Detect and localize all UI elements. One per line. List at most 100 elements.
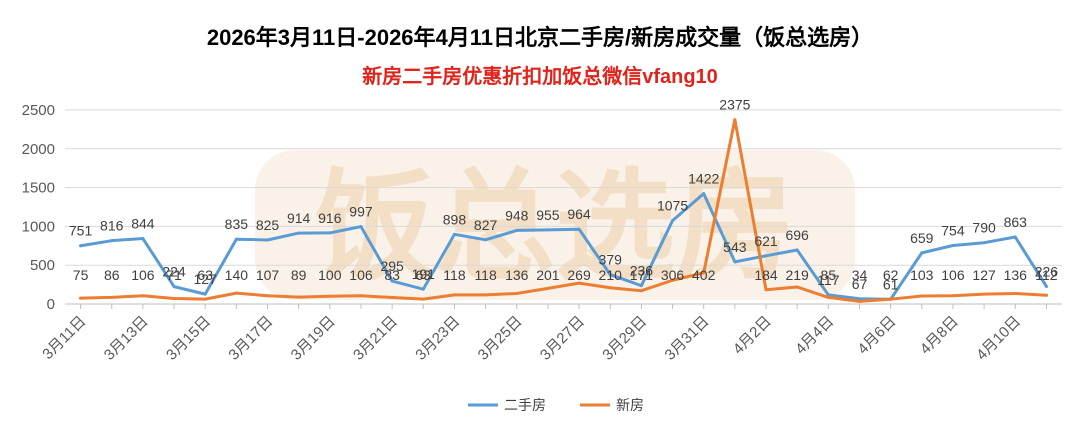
data-label: 140 — [225, 267, 249, 283]
data-label: 754 — [941, 222, 965, 238]
data-label: 107 — [256, 267, 280, 283]
chart-subtitle: 新房二手房优惠折扣加饭总微信vfang10 — [362, 66, 718, 88]
data-point — [639, 289, 643, 293]
data-label: 955 — [536, 207, 560, 223]
data-label: 63 — [197, 267, 213, 283]
data-label: 696 — [785, 227, 809, 243]
data-point — [515, 228, 519, 232]
data-label: 816 — [100, 218, 124, 234]
data-point — [1013, 291, 1017, 295]
data-point — [857, 297, 861, 301]
data-label: 171 — [630, 267, 654, 283]
data-point — [546, 228, 550, 232]
x-tick-label: 4月10日 — [973, 313, 1024, 364]
data-label: 543 — [723, 239, 747, 255]
x-tick-label: 3月15日 — [163, 313, 214, 364]
x-tick-label: 3月29日 — [599, 313, 650, 364]
data-label: 621 — [754, 233, 778, 249]
data-label: 191 — [412, 266, 436, 282]
data-point — [1044, 293, 1048, 297]
y-tick-label: 1000 — [22, 218, 55, 235]
x-tick-label: 3月19日 — [288, 313, 339, 364]
data-point — [577, 227, 581, 231]
data-point — [110, 239, 114, 243]
data-point — [920, 251, 924, 255]
data-point — [826, 295, 830, 299]
x-tick-label: 3月13日 — [101, 313, 152, 364]
data-point — [297, 231, 301, 235]
data-point — [484, 293, 488, 297]
data-label: 63 — [416, 267, 432, 283]
x-tick-label: 4月2日 — [730, 313, 775, 358]
x-tick-label: 3月23日 — [412, 313, 463, 364]
data-point — [857, 299, 861, 303]
data-label: 306 — [661, 267, 685, 283]
data-label: 1422 — [688, 171, 719, 187]
data-label: 103 — [910, 267, 934, 283]
y-tick-label: 1500 — [22, 180, 55, 197]
data-label: 106 — [349, 267, 373, 283]
x-tick-label: 3月11日 — [39, 313, 89, 363]
data-label: 790 — [972, 220, 996, 236]
data-label: 269 — [567, 267, 591, 283]
data-label: 898 — [443, 211, 467, 227]
data-point — [79, 296, 83, 300]
data-point — [266, 238, 270, 242]
x-tick-label: 3月17日 — [225, 313, 276, 364]
data-label: 224 — [162, 264, 186, 280]
data-point — [234, 237, 238, 241]
data-label: 127 — [972, 267, 996, 283]
data-point — [577, 281, 581, 285]
data-point — [452, 232, 456, 236]
data-point — [110, 295, 114, 299]
data-point — [390, 279, 394, 283]
watermark-text: 饭总选房 — [315, 158, 795, 297]
data-point — [359, 294, 363, 298]
data-label: 219 — [785, 267, 809, 283]
data-label: 136 — [1004, 267, 1028, 283]
legend-label: 新房 — [616, 397, 644, 413]
data-labels: 751 816 844 224 127 835 825 914 916 997 295 191 898 8… — [69, 97, 1058, 293]
data-label: 226 — [1035, 263, 1059, 279]
data-label: 402 — [692, 267, 716, 283]
data-point — [982, 292, 986, 296]
data-point — [889, 297, 893, 301]
data-point — [639, 284, 643, 288]
y-tick-label: 0 — [47, 296, 55, 313]
data-label: 827 — [474, 217, 498, 233]
data-label: 127 — [194, 271, 218, 287]
data-point — [297, 295, 301, 299]
data-label: 1075 — [657, 198, 688, 214]
x-tick-label: 3月31日 — [662, 313, 713, 364]
data-point — [671, 278, 675, 282]
x-tick-label: 3月25日 — [475, 313, 526, 364]
data-label: 106 — [941, 267, 965, 283]
data-label: 835 — [225, 216, 249, 232]
data-label: 118 — [443, 267, 466, 283]
data-label: 117 — [817, 272, 840, 288]
data-point — [795, 248, 799, 252]
data-point — [79, 244, 83, 248]
data-label: 964 — [567, 206, 591, 222]
data-label: 106 — [131, 267, 155, 283]
data-point — [982, 241, 986, 245]
data-label: 85 — [821, 267, 837, 283]
data-label: 379 — [599, 252, 623, 268]
data-point — [203, 292, 207, 296]
data-point — [390, 296, 394, 300]
data-point — [359, 225, 363, 229]
data-point — [266, 294, 270, 298]
legend-label: 二手房 — [504, 397, 546, 413]
data-point — [421, 287, 425, 291]
y-tick-label: 2500 — [22, 102, 55, 119]
data-point — [951, 294, 955, 298]
gridlines — [65, 109, 1062, 305]
data-point — [733, 118, 737, 122]
data-point — [764, 254, 768, 258]
data-label: 112 — [1035, 267, 1058, 283]
data-point — [546, 286, 550, 290]
data-point — [421, 297, 425, 301]
legend: 二手房 新房 — [468, 397, 644, 413]
data-label: 997 — [349, 204, 373, 220]
